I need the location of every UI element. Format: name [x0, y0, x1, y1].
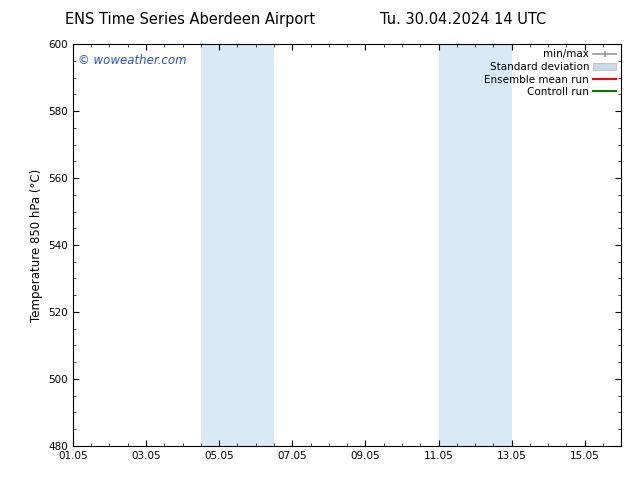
Bar [201, 44, 274, 446]
Text: © woweather.com: © woweather.com [79, 54, 187, 67]
Y-axis label: Temperature 850 hPa (°C): Temperature 850 hPa (°C) [30, 169, 42, 321]
Bar [439, 44, 512, 446]
Text: ENS Time Series Aberdeen Airport: ENS Time Series Aberdeen Airport [65, 12, 315, 27]
Text: Tu. 30.04.2024 14 UTC: Tu. 30.04.2024 14 UTC [380, 12, 546, 27]
Legend: min/max, Standard deviation, Ensemble mean run, Controll run: min/max, Standard deviation, Ensemble me… [482, 47, 618, 99]
